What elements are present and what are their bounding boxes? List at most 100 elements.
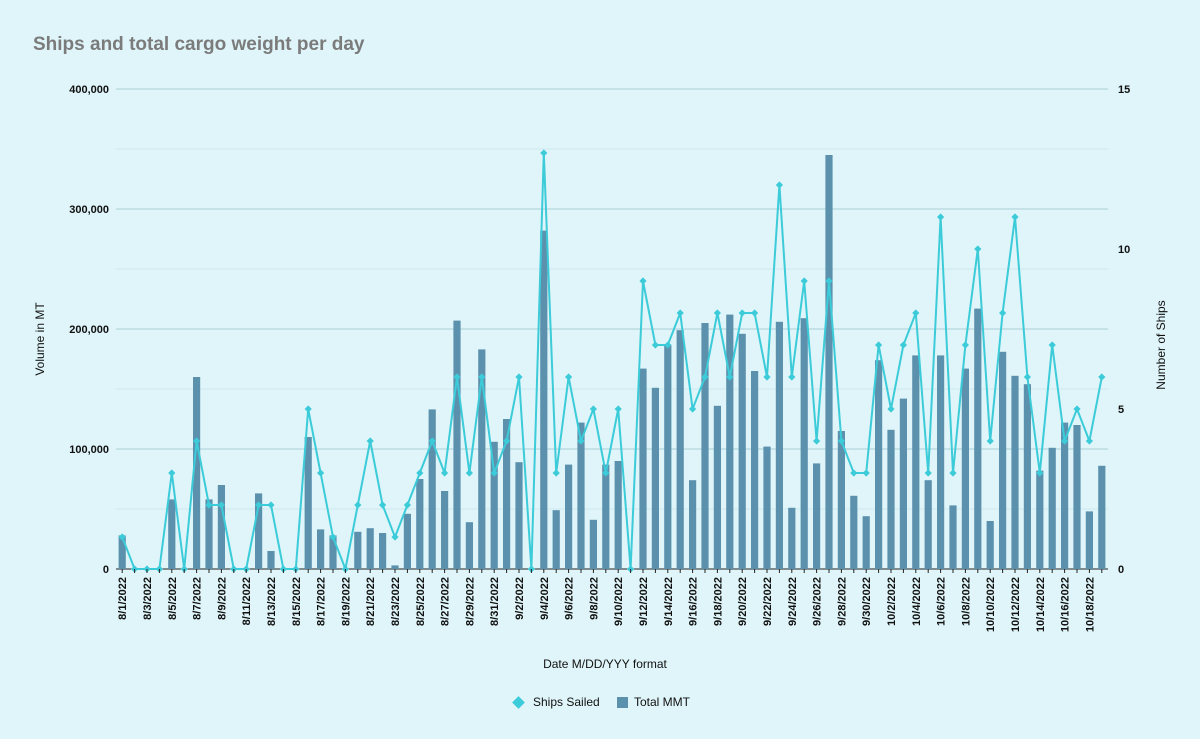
x-tick-label: 9/24/2022	[787, 577, 799, 626]
bar	[193, 377, 201, 569]
x-tick-label: 9/16/2022	[688, 577, 700, 626]
line-series-ships-sailed	[118, 149, 1106, 573]
ships-sailed-point	[788, 373, 796, 381]
bar	[1073, 425, 1081, 569]
ships-sailed-point	[565, 373, 573, 381]
x-tick-label: 8/25/2022	[415, 577, 427, 626]
y2-axis-label: Number of Ships	[1154, 300, 1168, 389]
bar	[1085, 511, 1093, 569]
chart-title: Ships and total cargo weight per day	[33, 34, 365, 55]
legend: Ships Sailed Total MMT	[512, 695, 691, 709]
bar	[304, 437, 312, 569]
ships-sailed-point	[1085, 437, 1093, 445]
x-tick-label: 10/12/2022	[1010, 577, 1022, 632]
bar	[267, 551, 275, 569]
bar	[602, 464, 610, 569]
x-axis-ticks: 8/1/2022 8/3/2022 8/5/2022 8/7/2022 8/9/2022…	[117, 569, 1103, 632]
x-tick-label: 10/16/2022	[1060, 577, 1072, 632]
bar	[825, 155, 833, 569]
y-tick-label: 300,000	[69, 204, 109, 216]
ships-sailed-point	[912, 309, 920, 317]
ships-sailed-point	[813, 437, 821, 445]
ships-sailed-point	[354, 501, 362, 509]
ships-sailed-point	[837, 437, 845, 445]
ships-sailed-point	[1073, 405, 1081, 413]
legend-label-total-mmt: Total MMT	[634, 695, 691, 709]
bar	[1036, 470, 1044, 569]
x-tick-label: 9/4/2022	[539, 577, 551, 620]
ships-sailed-point	[193, 437, 201, 445]
ships-sailed-point	[775, 181, 783, 189]
x-tick-label: 9/22/2022	[762, 577, 774, 626]
x-tick-label: 10/2/2022	[886, 577, 898, 626]
x-tick-label: 8/5/2022	[167, 577, 179, 620]
ships-sailed-point	[961, 341, 969, 349]
ships-sailed-point	[825, 277, 833, 285]
x-tick-label: 9/28/2022	[836, 577, 848, 626]
ships-sailed-point	[317, 469, 325, 477]
ships-sailed-point	[1061, 437, 1069, 445]
ships-sailed-point	[713, 309, 721, 317]
bar	[379, 533, 387, 569]
x-tick-label: 8/29/2022	[464, 577, 476, 626]
ships-sailed-point	[887, 405, 895, 413]
ships-sailed-point	[465, 469, 473, 477]
bar	[961, 368, 969, 569]
ships-sailed-point	[1023, 373, 1031, 381]
bar	[552, 510, 560, 569]
y2-tick-label: 0	[1118, 564, 1124, 576]
bar	[515, 462, 523, 569]
ships-sailed-point	[651, 341, 659, 349]
x-tick-label: 8/31/2022	[489, 577, 501, 626]
x-tick-label: 10/8/2022	[960, 577, 972, 626]
y-tick-label: 0	[103, 564, 109, 576]
bar	[788, 507, 796, 569]
ships-sailed-point	[577, 437, 585, 445]
ships-sailed-point	[416, 469, 424, 477]
ships-sailed-point	[217, 501, 225, 509]
bar	[317, 529, 325, 569]
ships-sailed-point	[1036, 469, 1044, 477]
ships-sailed-point	[664, 341, 672, 349]
bar	[837, 431, 845, 569]
ships-sailed-point	[875, 341, 883, 349]
ships-sailed-point	[304, 405, 312, 413]
bar	[391, 565, 399, 569]
ships-sailed-point	[540, 149, 548, 157]
ships-sailed-point	[1011, 213, 1019, 221]
bar	[986, 521, 994, 569]
ships-sailed-point	[751, 309, 759, 317]
ships-sailed-point	[329, 533, 337, 541]
x-tick-label: 8/7/2022	[192, 577, 204, 620]
bar	[949, 505, 957, 569]
x-tick-label: 8/11/2022	[241, 577, 253, 625]
bar	[937, 355, 945, 569]
bar	[255, 493, 263, 569]
ships-sailed-point	[552, 469, 560, 477]
x-tick-label: 9/8/2022	[588, 577, 600, 620]
ships-sailed-point	[441, 469, 449, 477]
bar	[118, 535, 126, 569]
bar	[726, 314, 734, 569]
bar	[924, 480, 932, 569]
bar	[577, 422, 585, 569]
x-tick-label: 8/3/2022	[142, 577, 154, 620]
bar	[614, 461, 622, 569]
y2-tick-label: 5	[1118, 404, 1124, 416]
ships-sailed-point	[701, 373, 709, 381]
bar	[354, 531, 362, 569]
bar	[329, 535, 337, 569]
ships-sailed-point	[689, 405, 697, 413]
x-tick-label: 9/6/2022	[564, 577, 576, 620]
bar	[899, 398, 907, 569]
bar	[453, 320, 461, 569]
y-tick-label: 400,000	[69, 84, 109, 96]
bar	[1098, 465, 1106, 569]
bar	[974, 308, 982, 569]
bar	[999, 351, 1007, 569]
x-tick-label: 10/18/2022	[1084, 577, 1096, 632]
ships-sailed-point	[255, 501, 263, 509]
ships-sailed-point	[800, 277, 808, 285]
bar	[1011, 375, 1019, 569]
bar	[565, 464, 573, 569]
